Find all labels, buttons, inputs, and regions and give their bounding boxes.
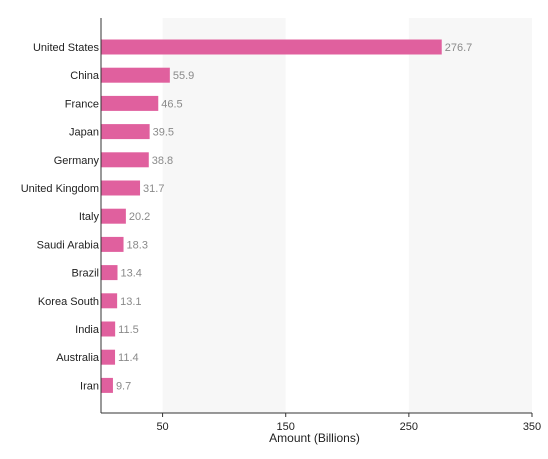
category-label: Germany	[54, 155, 100, 167]
x-tick-label: 150	[277, 421, 295, 433]
grid-bands	[162, 18, 532, 413]
grid-band	[408, 18, 532, 413]
bar	[101, 377, 113, 393]
bar	[101, 152, 149, 168]
value-label: 55.9	[173, 70, 194, 82]
value-label: 46.5	[161, 98, 182, 110]
bar	[101, 95, 159, 111]
bar	[101, 236, 124, 252]
bar	[101, 124, 150, 140]
value-label: 13.4	[121, 268, 142, 280]
x-tick-label: 50	[156, 421, 168, 433]
value-label: 11.4	[118, 352, 139, 364]
category-label: India	[75, 324, 100, 336]
x-tick-label: 350	[523, 421, 541, 433]
value-label: 31.7	[143, 183, 164, 195]
category-label: Japan	[69, 127, 99, 139]
category-label: United States	[33, 42, 100, 54]
value-label: 13.1	[120, 296, 141, 308]
value-label: 18.3	[127, 239, 148, 251]
bar	[101, 208, 126, 224]
x-axis-title: Amount (Billions)	[269, 431, 360, 445]
value-label: 9.7	[116, 380, 131, 392]
category-label: Brazil	[71, 268, 99, 280]
value-label: 20.2	[129, 211, 150, 223]
category-label: Korea South	[38, 296, 99, 308]
category-labels: United States China France Japan Germany Unit…	[21, 42, 100, 392]
bar	[101, 293, 118, 309]
bar	[101, 349, 116, 365]
category-label: Italy	[79, 211, 100, 223]
x-tick-labels: 50 150 250 350	[156, 413, 541, 433]
category-label: France	[65, 98, 99, 110]
x-tick-label: 250	[400, 421, 418, 433]
bar-series	[101, 39, 442, 393]
category-label: Saudi Arabia	[37, 239, 100, 251]
value-label: 39.5	[153, 127, 174, 139]
bar	[101, 265, 118, 281]
category-label: Iran	[80, 380, 99, 392]
value-labels: 276.7 55.9 46.5 39.5 38.8 31.7 20.2 18.3 13.4 13.…	[116, 42, 472, 392]
value-label: 38.8	[152, 155, 173, 167]
category-label: Australia	[56, 352, 100, 364]
category-label: China	[70, 70, 100, 82]
bar	[101, 67, 170, 83]
bar	[101, 39, 442, 55]
value-label: 276.7	[445, 42, 473, 54]
bar	[101, 321, 116, 337]
bar	[101, 180, 141, 196]
value-label: 11.5	[118, 324, 139, 336]
grid-band	[162, 18, 286, 413]
category-label: United Kingdom	[21, 183, 99, 195]
